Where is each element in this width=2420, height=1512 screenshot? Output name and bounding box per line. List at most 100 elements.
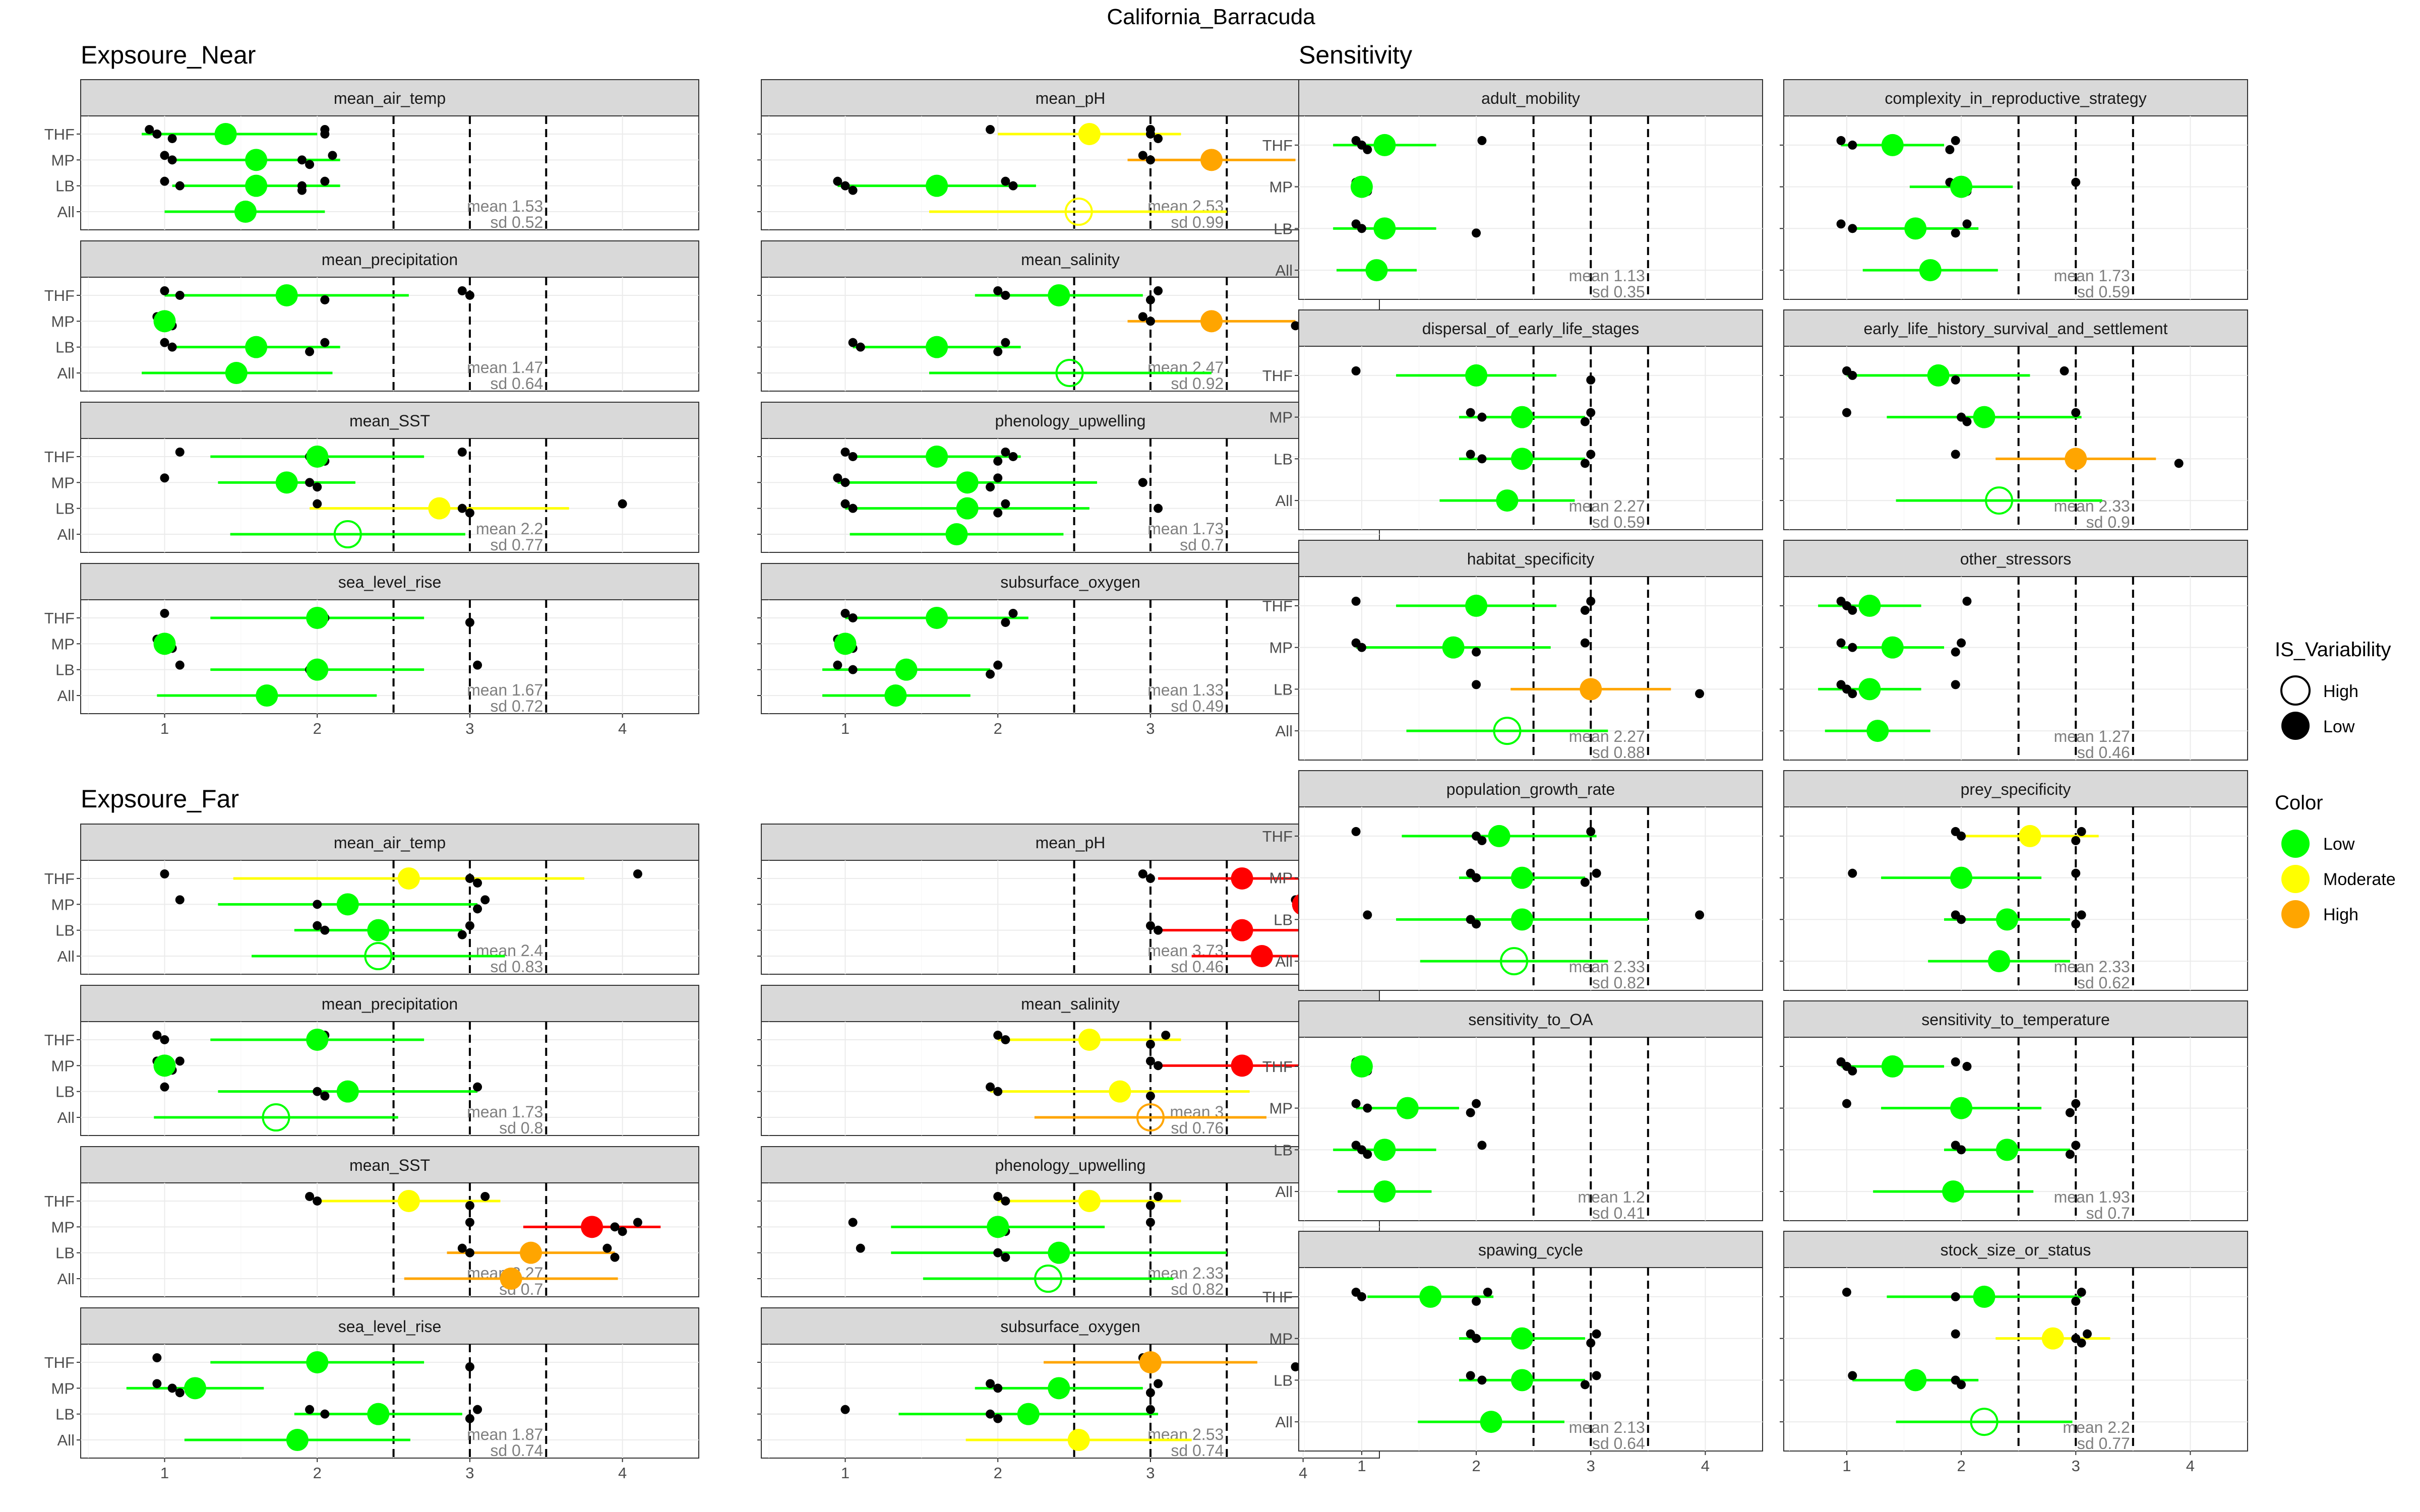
mean-point: [1881, 134, 1904, 156]
score-point: [175, 447, 185, 457]
panel-title: early_life_history_survival_and_settleme…: [1864, 320, 2168, 338]
mean-point: [1995, 908, 2018, 931]
score-point: [1592, 1329, 1601, 1339]
mean-point: [926, 445, 948, 468]
score-point: [1957, 638, 1966, 648]
score-point: [465, 1362, 474, 1371]
panel-title: complexity_in_reproductive_strategy: [1885, 89, 2146, 107]
mean-point: [1017, 1403, 1040, 1425]
score-point: [313, 1196, 322, 1206]
mean-point: [1950, 175, 1973, 198]
panel-strip: [1783, 309, 2248, 347]
score-point: [1154, 286, 1163, 295]
mean-point: [1064, 198, 1093, 226]
x-tick-label: 3: [1146, 1464, 1155, 1482]
y-tick-label: LB: [1274, 1141, 1293, 1159]
sd-label: sd 0.64: [490, 374, 543, 393]
sd-label: sd 0.83: [490, 958, 543, 976]
score-point: [160, 473, 169, 483]
panel-title: mean_air_temp: [334, 89, 446, 107]
score-point: [1145, 295, 1155, 304]
score-point: [1001, 290, 1010, 300]
x-tick-label: 2: [994, 720, 1002, 737]
score-point: [1592, 1371, 1601, 1380]
panel-title: phenology_upwelling: [995, 1156, 1146, 1174]
y-tick-label: MP: [51, 1218, 75, 1236]
y-tick-label: LB: [55, 1406, 75, 1423]
mean-label: mean 1.73: [467, 1103, 543, 1121]
mean-point: [1200, 149, 1223, 171]
score-point: [465, 290, 474, 300]
score-point: [1008, 181, 1018, 191]
y-tick-label: MP: [51, 312, 75, 330]
x-tick-label: 1: [1842, 1457, 1851, 1475]
section-title-sensitivity: Sensitivity: [1299, 41, 1412, 69]
panel-title: prey_specificity: [1961, 780, 2071, 798]
score-point: [993, 1087, 1003, 1096]
sd-label: sd 0.59: [2077, 283, 2130, 301]
sd-label: sd 0.74: [490, 1441, 543, 1460]
score-point: [1363, 145, 1372, 154]
mean-point: [987, 1216, 1009, 1238]
mean-point: [153, 633, 176, 655]
score-point: [1145, 1039, 1155, 1049]
panel-strip: [761, 1146, 1380, 1183]
score-point: [1145, 1201, 1155, 1210]
panel-title: sea_level_rise: [338, 573, 442, 591]
mean-point: [1480, 1411, 1502, 1433]
section-title-exposure-near: Expsoure_Near: [81, 41, 256, 69]
sd-label: sd 0.74: [1171, 1441, 1224, 1460]
mean-label: mean 2.27: [1569, 497, 1645, 515]
score-point: [160, 338, 169, 347]
score-point: [840, 181, 850, 191]
y-tick-label: All: [57, 948, 75, 965]
y-tick-label: LB: [55, 922, 75, 939]
legend-color-low-label: Low: [2323, 835, 2355, 854]
panel-strip: [1298, 540, 1763, 577]
score-point: [457, 930, 467, 939]
score-point: [1586, 375, 1596, 385]
y-tick-label: THF: [1262, 597, 1293, 615]
sd-label: sd 0.35: [1592, 283, 1645, 301]
score-point: [1957, 831, 1966, 841]
sd-label: sd 0.7: [2086, 1204, 2130, 1222]
score-point: [1001, 338, 1010, 347]
mean-point: [245, 149, 268, 171]
score-point: [993, 508, 1003, 518]
sd-label: sd 0.8: [499, 1119, 543, 1137]
score-point: [1472, 919, 1481, 929]
score-point: [1145, 921, 1155, 930]
score-point: [993, 1248, 1003, 1257]
score-point: [618, 1227, 627, 1236]
mean-point: [306, 606, 329, 629]
score-point: [993, 347, 1003, 356]
mean-label: mean 1.47: [467, 358, 543, 376]
panel-strip: [1298, 1000, 1763, 1038]
panel-strip: [80, 824, 699, 861]
mean-point: [262, 1103, 290, 1132]
mean-point: [1034, 1265, 1063, 1293]
score-point: [1001, 499, 1010, 509]
score-point: [1357, 224, 1366, 233]
panel-title: dispersal_of_early_life_stages: [1422, 320, 1639, 338]
score-point: [167, 342, 177, 352]
legend-variability-title: IS_Variability: [2275, 639, 2391, 661]
panel-strip: [1298, 309, 1763, 347]
score-point: [1842, 1287, 1851, 1297]
mean-point: [306, 658, 329, 681]
score-point: [1161, 1030, 1171, 1040]
score-point: [1580, 877, 1590, 887]
score-point: [993, 1030, 1003, 1040]
mean-point: [336, 1080, 359, 1103]
score-point: [856, 1243, 865, 1253]
score-point: [993, 1383, 1003, 1393]
score-point: [1848, 1066, 1857, 1076]
mean-point: [1419, 1285, 1442, 1308]
y-tick-label: All: [57, 526, 75, 543]
score-point: [465, 508, 474, 518]
